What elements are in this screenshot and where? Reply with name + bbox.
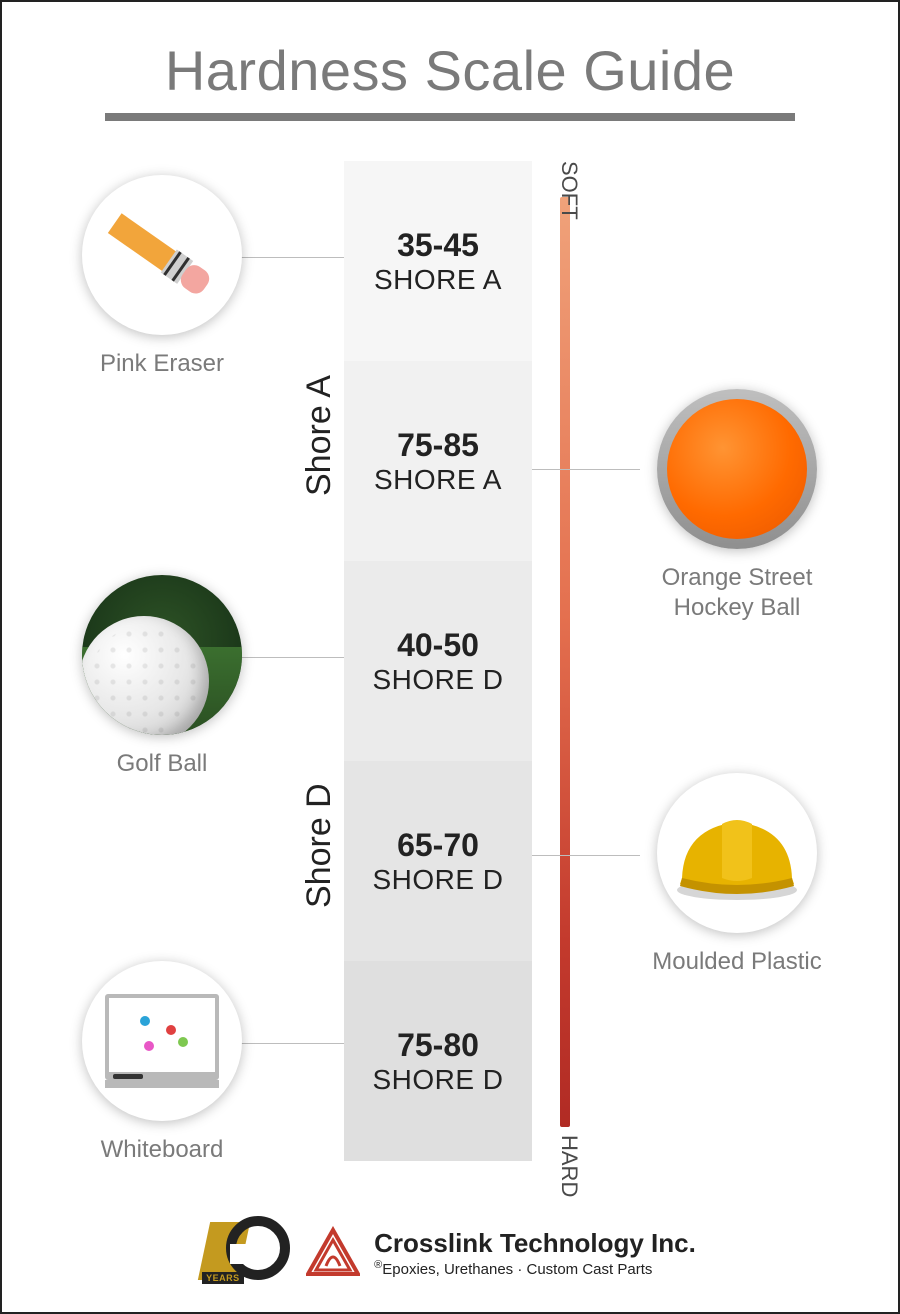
hard-hat-icon — [657, 773, 817, 933]
infographic-content: 35-45 SHORE A 75-85 SHORE A 40-50 SHORE … — [2, 161, 898, 1211]
hockey-ball-icon — [657, 389, 817, 549]
bar-label-soft: SOFT — [556, 161, 582, 220]
band-0: 35-45 SHORE A — [344, 161, 532, 361]
footer-text: Crosslink Technology Inc. ®Epoxies, Uret… — [374, 1228, 696, 1278]
axis-label-shore-d: Shore D — [300, 741, 339, 951]
band-range: 75-85 — [397, 427, 479, 464]
gradient-bar — [560, 197, 570, 1127]
whiteboard-icon — [82, 961, 242, 1121]
item-caption: Whiteboard — [52, 1135, 272, 1165]
item-caption: Golf Ball — [52, 749, 272, 779]
band-range: 75-80 — [397, 1027, 479, 1064]
band-range: 35-45 — [397, 227, 479, 264]
company-tagline: Epoxies, Urethanes · Custom Cast Parts — [382, 1261, 652, 1278]
band-range: 40-50 — [397, 627, 479, 664]
years-badge: YEARS — [202, 1272, 244, 1284]
logo-40-years-icon: YEARS — [204, 1216, 292, 1290]
band-scale: SHORE A — [374, 464, 502, 496]
band-1: 75-85 SHORE A — [344, 361, 532, 561]
page-title: Hardness Scale Guide — [2, 38, 898, 103]
item-hockey-ball: Orange Street Hockey Ball — [612, 389, 862, 623]
hardness-bands: 35-45 SHORE A 75-85 SHORE A 40-50 SHORE … — [344, 161, 532, 1161]
band-scale: SHORE A — [374, 264, 502, 296]
axis-label-shore-a: Shore A — [300, 331, 339, 541]
band-scale: SHORE D — [372, 664, 503, 696]
bar-label-hard: HARD — [556, 1135, 582, 1197]
band-4: 75-80 SHORE D — [344, 961, 532, 1161]
item-caption: Moulded Plastic — [612, 947, 862, 977]
hardness-gradient-bar: SOFT HARD — [560, 197, 570, 1127]
band-range: 65-70 — [397, 827, 479, 864]
footer: YEARS Crosslink Technology Inc. ®Epoxies… — [2, 1216, 898, 1290]
band-3: 65-70 SHORE D — [344, 761, 532, 961]
band-scale: SHORE D — [372, 1064, 503, 1096]
item-golf-ball: Golf Ball — [52, 575, 272, 779]
item-whiteboard: Whiteboard — [52, 961, 272, 1165]
logo-triangle-icon — [306, 1226, 360, 1280]
title-underline — [105, 113, 795, 121]
band-2: 40-50 SHORE D — [344, 561, 532, 761]
company-name: Crosslink Technology Inc. — [374, 1228, 696, 1259]
item-helmet: Moulded Plastic — [612, 773, 862, 977]
item-caption: Pink Eraser — [52, 349, 272, 379]
band-scale: SHORE D — [372, 864, 503, 896]
golf-ball-icon — [82, 575, 242, 735]
pencil-eraser-icon — [82, 175, 242, 335]
item-caption: Orange Street Hockey Ball — [612, 563, 862, 623]
item-eraser: Pink Eraser — [52, 175, 272, 379]
